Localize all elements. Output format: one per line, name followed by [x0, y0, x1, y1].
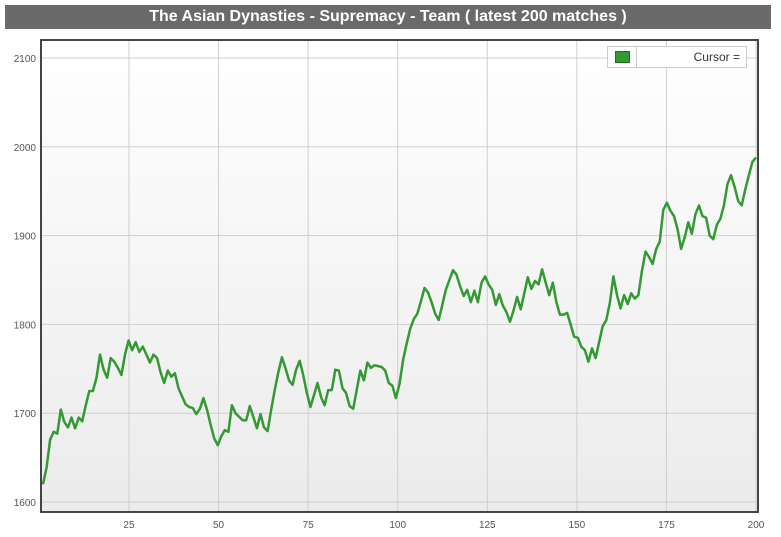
- legend-label: Cursor =: [693, 50, 740, 64]
- y-tick-label: 1800: [14, 320, 37, 331]
- x-tick-label: 50: [213, 520, 225, 531]
- x-tick-label: 25: [123, 520, 135, 531]
- y-tick-label: 2000: [14, 143, 37, 154]
- y-tick-label: 2100: [14, 54, 37, 65]
- x-tick-label: 200: [748, 520, 765, 531]
- x-tick-label: 150: [569, 520, 586, 531]
- y-tick-label: 1700: [14, 409, 37, 420]
- chart-title: The Asian Dynasties - Supremacy - Team (…: [5, 5, 771, 29]
- y-tick-label: 1900: [14, 232, 37, 243]
- x-tick-label: 100: [389, 520, 406, 531]
- x-tick-label: 125: [479, 520, 496, 531]
- y-tick-label: 1600: [14, 498, 37, 509]
- plot-border: [40, 39, 759, 513]
- series-line: [41, 156, 757, 485]
- legend: Cursor =: [607, 46, 747, 68]
- plot-area: [41, 40, 758, 512]
- x-tick-label: 75: [303, 520, 315, 531]
- legend-swatch: [608, 47, 637, 67]
- x-tick-label: 175: [658, 520, 675, 531]
